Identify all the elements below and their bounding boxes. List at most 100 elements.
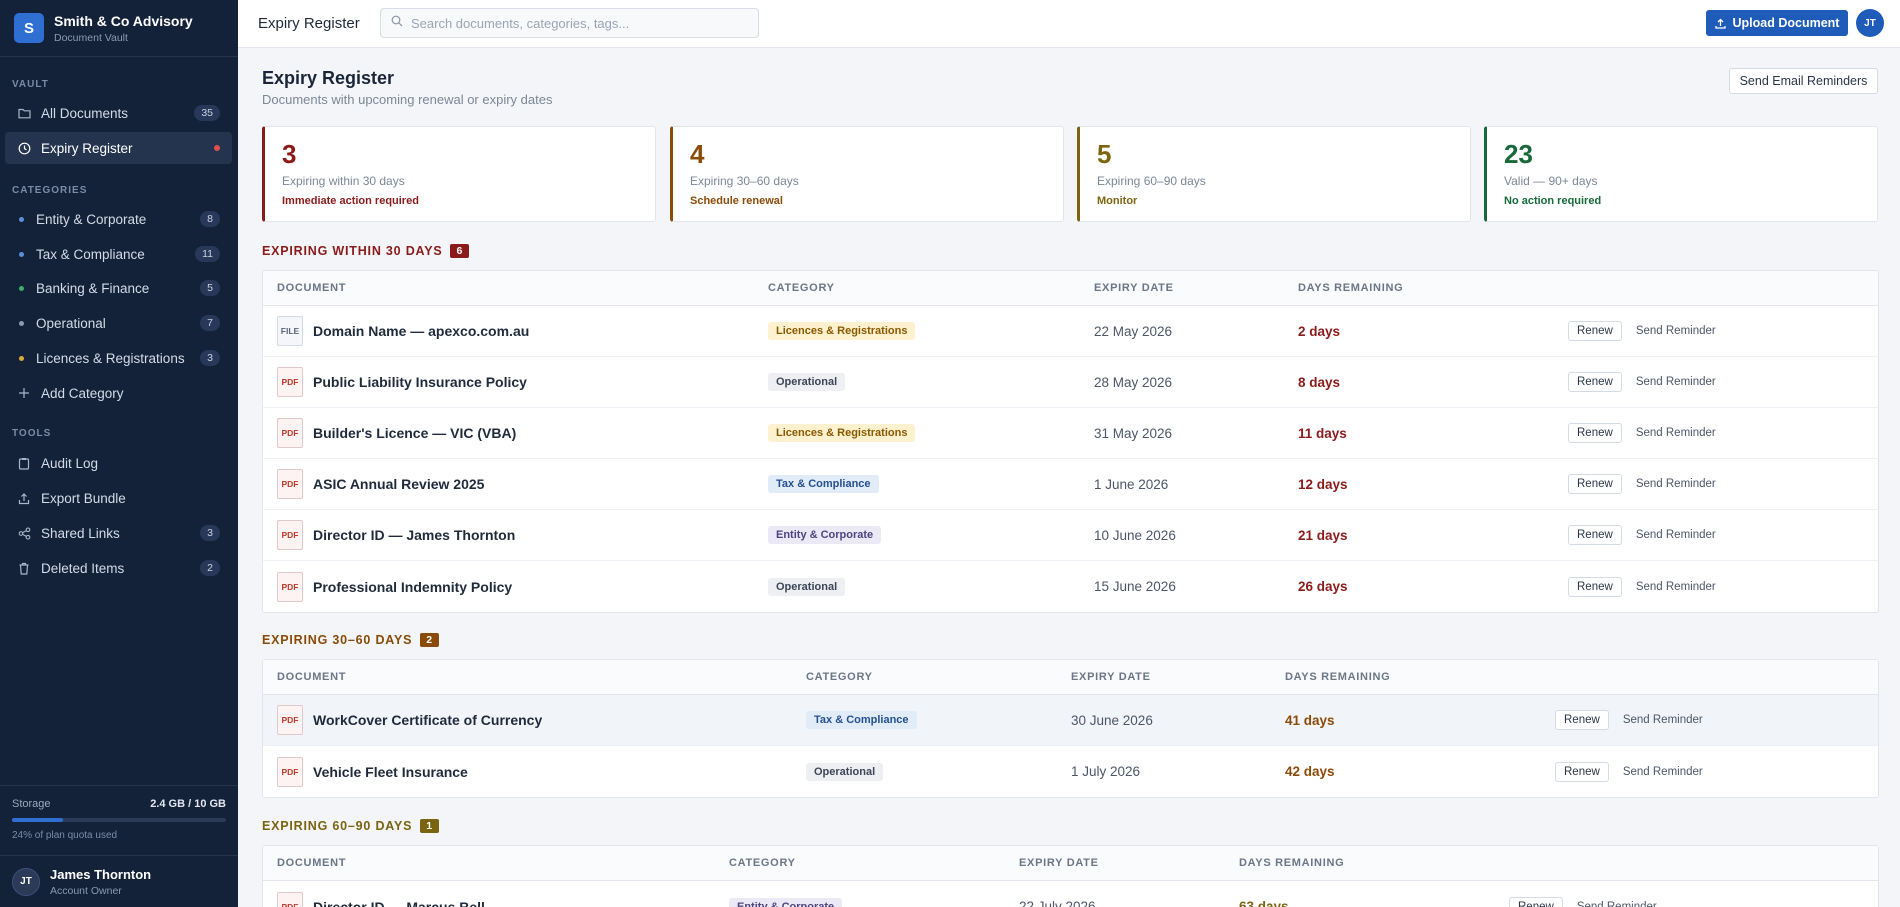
sidebar-item-all-documents[interactable]: All Documents 35: [5, 97, 232, 129]
expiry-date: 22 May 2026: [1094, 323, 1173, 339]
expiry-date: 1 June 2026: [1094, 476, 1169, 492]
table-row[interactable]: FILE Domain Name — apexco.com.au Licences …: [263, 306, 1878, 357]
upload-document-button[interactable]: Upload Document: [1706, 10, 1848, 36]
sidebar-item-expiry-register[interactable]: Expiry Register: [5, 132, 232, 164]
document-name[interactable]: Professional Indemnity Policy: [313, 578, 513, 595]
send-reminder-link[interactable]: Send Reminder: [1622, 714, 1703, 726]
sidebar-item-banking-finance[interactable]: Banking & Finance 5: [5, 272, 232, 304]
expiry-date: 31 May 2026: [1094, 425, 1173, 441]
send-reminder-link[interactable]: Send Reminder: [1576, 900, 1657, 907]
send-reminder-link[interactable]: Send Reminder: [1635, 529, 1716, 541]
table-row[interactable]: PDF Builder's Licence — VIC (VBA) Licences…: [263, 408, 1878, 459]
document-name[interactable]: Public Liability Insurance Policy: [313, 374, 527, 390]
column-header-expiry[interactable]: EXPIRY DATE: [1094, 282, 1174, 294]
expiry-date: 22 July 2026: [1019, 899, 1096, 907]
category-dot: [19, 285, 24, 291]
sidebar-item-operational[interactable]: Operational 7: [5, 307, 232, 339]
card-note: No action required: [1504, 195, 1602, 207]
send-reminder-link[interactable]: Send Reminder: [1635, 580, 1716, 593]
user-profile[interactable]: JT James Thornton Account Owner: [0, 855, 238, 907]
column-header-document[interactable]: DOCUMENT: [277, 282, 347, 294]
file-type-icon: PDF: [277, 418, 303, 448]
days-remaining: 11 days: [1298, 425, 1347, 441]
upload-label: Upload Document: [1732, 16, 1840, 30]
sidebar-item-audit-log[interactable]: Audit Log: [5, 447, 232, 479]
renew-button[interactable]: Renew: [1568, 423, 1622, 443]
summary-card-30-days[interactable]: 3 Expiring within 30 days Immediate acti…: [262, 126, 656, 222]
renew-button[interactable]: Renew: [1568, 372, 1622, 392]
table-row[interactable]: PDF Vehicle Fleet Insurance Operational 1 J…: [263, 746, 1878, 797]
send-reminder-link[interactable]: Send Reminder: [1635, 427, 1716, 439]
summary-card-valid[interactable]: 23 Valid — 90+ days No action required: [1484, 126, 1878, 222]
document-name[interactable]: Director ID — Marcus Bell: [313, 898, 485, 907]
table-row[interactable]: PDF Director ID — Marcus Bell Entity & Cor…: [263, 881, 1878, 907]
document-name[interactable]: Vehicle Fleet Insurance: [313, 763, 468, 780]
column-header-document[interactable]: DOCUMENT: [277, 671, 347, 683]
renew-button[interactable]: Renew: [1568, 525, 1622, 545]
file-type-icon: PDF: [277, 469, 303, 499]
column-header-days[interactable]: DAYS REMAINING: [1239, 857, 1345, 869]
document-name[interactable]: ASIC Annual Review 2025: [313, 476, 485, 492]
column-header-document[interactable]: DOCUMENT: [277, 857, 347, 869]
document-name[interactable]: WorkCover Certificate of Currency: [313, 712, 543, 728]
sidebar-item-label: Entity & Corporate: [36, 211, 147, 227]
sidebar-item-tax-compliance[interactable]: Tax & Compliance 11: [5, 238, 232, 270]
table-60-90-days: DOCUMENT CATEGORY EXPIRY DATE DAYS REMAININ…: [262, 845, 1879, 907]
card-note: Immediate action required: [282, 195, 419, 207]
sidebar-item-label: All Documents: [41, 105, 129, 121]
file-type-icon: PDF: [277, 756, 303, 787]
category-dot: [19, 251, 24, 257]
avatar[interactable]: JT: [1856, 9, 1884, 37]
count-badge: 35: [194, 105, 220, 121]
column-header-category[interactable]: CATEGORY: [768, 282, 835, 294]
summary-card-30-60-days[interactable]: 4 Expiring 30–60 days Schedule renewal: [670, 126, 1064, 222]
sidebar-item-export-bundle[interactable]: Export Bundle: [5, 482, 232, 514]
column-header-category[interactable]: CATEGORY: [729, 857, 796, 869]
column-header-days[interactable]: DAYS REMAINING: [1285, 671, 1391, 683]
renew-button[interactable]: Renew: [1509, 896, 1563, 907]
sidebar-item-label: Operational: [36, 315, 106, 331]
column-header-days[interactable]: DAYS REMAINING: [1298, 282, 1404, 294]
page-title: Expiry Register: [262, 68, 395, 88]
document-name[interactable]: Domain Name — apexco.com.au: [313, 323, 530, 339]
send-reminder-link[interactable]: Send Reminder: [1635, 325, 1716, 337]
table-row[interactable]: PDF Director ID — James Thornton Entity & …: [263, 510, 1878, 561]
sidebar-item-licences-registrations[interactable]: Licences & Registrations 3: [5, 342, 232, 374]
send-reminder-link[interactable]: Send Reminder: [1635, 478, 1716, 490]
document-name[interactable]: Builder's Licence — VIC (VBA): [313, 425, 517, 441]
alert-dot: [214, 145, 220, 151]
search-box[interactable]: [380, 8, 759, 38]
search-input[interactable]: [411, 15, 741, 31]
column-header-expiry[interactable]: EXPIRY DATE: [1071, 671, 1151, 683]
table-row[interactable]: PDF ASIC Annual Review 2025 Tax & Complian…: [263, 459, 1878, 510]
upload-icon: [1714, 18, 1726, 29]
renew-button[interactable]: Renew: [1568, 576, 1622, 597]
document-name[interactable]: Director ID — James Thornton: [313, 527, 516, 543]
renew-button[interactable]: Renew: [1555, 710, 1609, 730]
sidebar-item-deleted-items[interactable]: Deleted Items 2: [5, 552, 232, 584]
storage-note: 24% of plan quota used: [12, 830, 118, 841]
expiry-date: 15 June 2026: [1094, 579, 1176, 594]
sidebar-item-label: Banking & Finance: [36, 280, 150, 296]
sidebar-item-entity-corporate[interactable]: Entity & Corporate 8: [5, 203, 232, 235]
clipboard-icon: [17, 456, 31, 470]
send-reminder-link[interactable]: Send Reminder: [1622, 765, 1703, 778]
table-row[interactable]: PDF Public Liability Insurance Policy Oper…: [263, 357, 1878, 408]
table-row[interactable]: PDF Professional Indemnity Policy Operatio…: [263, 561, 1878, 612]
renew-button[interactable]: Renew: [1568, 321, 1622, 341]
send-reminder-link[interactable]: Send Reminder: [1635, 376, 1716, 388]
card-count: 23: [1504, 139, 1533, 169]
category-tag: Operational: [768, 577, 846, 596]
column-header-expiry[interactable]: EXPIRY DATE: [1019, 857, 1099, 869]
renew-button[interactable]: Renew: [1568, 474, 1622, 494]
table-row[interactable]: PDF WorkCover Certificate of Currency Tax …: [263, 695, 1878, 746]
renew-button[interactable]: Renew: [1555, 761, 1609, 782]
card-count: 4: [690, 139, 705, 169]
sidebar-item-shared-links[interactable]: Shared Links 3: [5, 517, 232, 549]
summary-card-60-90-days[interactable]: 5 Expiring 60–90 days Monitor: [1077, 126, 1471, 222]
column-header-category[interactable]: CATEGORY: [806, 671, 873, 683]
category-tag: Operational: [768, 373, 846, 391]
send-email-reminders-button[interactable]: Send Email Reminders: [1729, 68, 1878, 94]
add-category-button[interactable]: Add Category: [5, 377, 232, 409]
category-tag: Entity & Corporate: [768, 526, 882, 544]
